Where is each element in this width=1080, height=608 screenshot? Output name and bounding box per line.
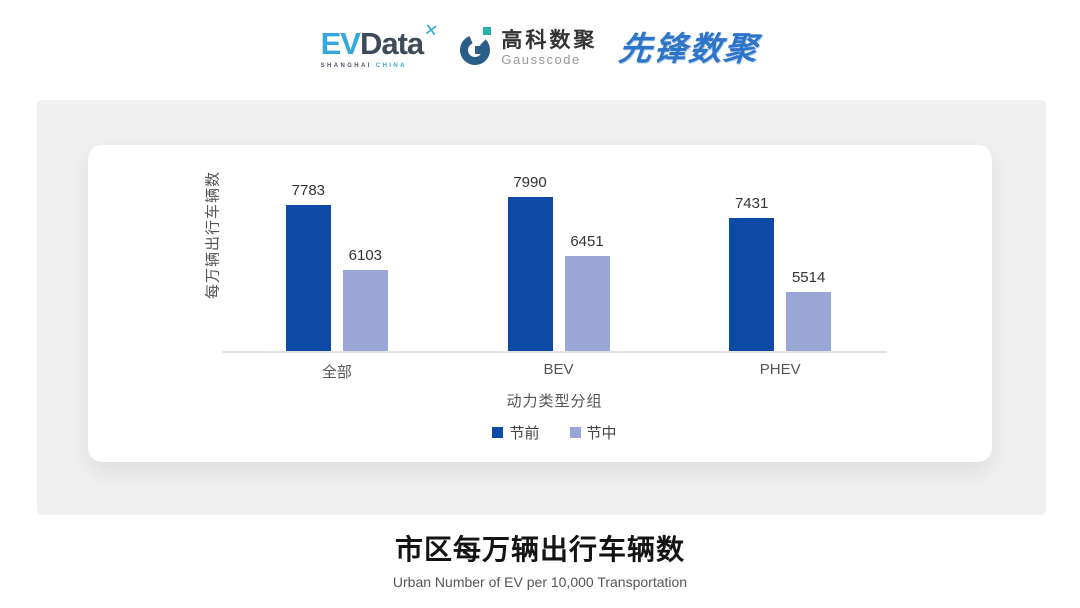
bar-value-label: 6451 xyxy=(570,233,604,250)
chart-card: 每万辆出行车辆数 7783 6103 全部 7990 6451 BEV 7431 5514 PH… xyxy=(88,145,992,462)
legend-label: 节前 xyxy=(509,425,540,442)
pioneer-logo: 先锋数聚 xyxy=(617,30,762,67)
category-label-BEV: BEV xyxy=(543,361,574,378)
page-subtitle: Urban Number of EV per 10,000 Transporta… xyxy=(392,574,688,590)
gausscode-en-text: Gausscode xyxy=(501,52,581,68)
bar-value-label: 6103 xyxy=(348,247,383,264)
evdata-data-text: Data xyxy=(359,26,424,61)
evdata-star-icon: ✕ xyxy=(422,20,440,41)
bar-节前-PHEV: 7431 xyxy=(729,195,775,351)
evdata-subtext: SHANGHAI CHINA xyxy=(321,63,439,69)
footer: 市区每万辆出行车辆数 Urban Number of EV per 10,000… xyxy=(0,528,1080,590)
bar-value-label: 7431 xyxy=(734,195,769,212)
category-label-全部: 全部 xyxy=(321,364,352,381)
category-label-PHEV: PHEV xyxy=(759,361,801,378)
evdata-china-text: CHINA xyxy=(375,63,407,69)
page-title: 市区每万辆出行车辆数 xyxy=(394,534,685,565)
evdata-logo: EV Data ✕ SHANGHAI CHINA xyxy=(320,20,440,69)
evdata-ev-text: EV xyxy=(320,26,361,61)
y-axis-label: 每万辆出行车辆数 xyxy=(204,170,222,300)
gausscode-g-icon xyxy=(460,24,492,73)
gausscode-logo: 高科数聚 Gausscode xyxy=(460,24,597,73)
evdata-wordmark: EV Data ✕ xyxy=(320,20,440,61)
plot-area: 7783 6103 全部 7990 6451 BEV 7431 5514 PHEV xyxy=(222,174,887,381)
bar-value-label: 7990 xyxy=(513,174,547,191)
x-axis-label: 动力类型分组 xyxy=(506,393,603,410)
evdata-shanghai-text: SHANGHAI xyxy=(320,63,372,69)
legend: 节前 节中 xyxy=(222,422,887,443)
bar-节前-BEV: 7990 xyxy=(507,174,553,351)
bar-节前-全部: 7783 xyxy=(285,182,331,351)
bar-value-label: 7783 xyxy=(291,182,326,199)
gausscode-cn-text: 高科数聚 xyxy=(501,29,598,53)
bar-节中-全部: 6103 xyxy=(342,247,388,351)
bar-value-label: 5514 xyxy=(791,269,826,286)
legend-swatch-icon xyxy=(569,427,581,438)
legend-swatch-icon xyxy=(492,427,504,438)
legend-item-节中: 节中 xyxy=(569,422,617,443)
legend-label: 节中 xyxy=(586,425,617,442)
header: EV Data ✕ SHANGHAI CHINA 高科数聚 Gausscode 先锋… xyxy=(0,20,1080,73)
legend-item-节前: 节前 xyxy=(492,422,540,443)
bar-节中-BEV: 6451 xyxy=(564,233,610,351)
gausscode-text: 高科数聚 Gausscode xyxy=(501,29,597,68)
bar-节中-PHEV: 5514 xyxy=(786,269,832,351)
